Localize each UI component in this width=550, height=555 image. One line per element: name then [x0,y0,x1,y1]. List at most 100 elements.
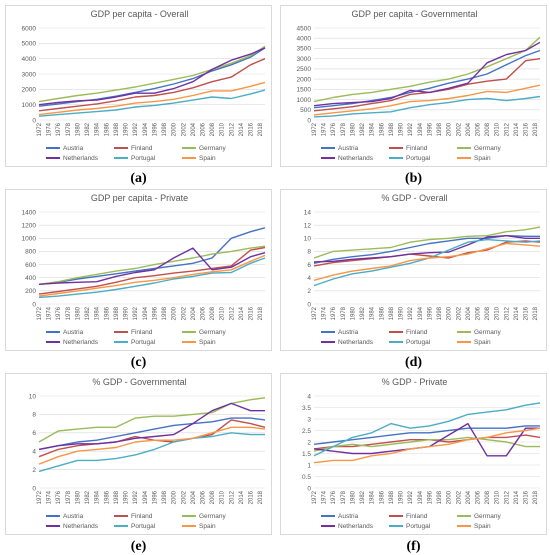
x-tick-label: 2018 [258,122,264,136]
legend-swatch [389,147,403,150]
x-tick-label: 1980 [350,122,356,136]
x-tick-label: 1998 [437,490,443,504]
series-line-austria [38,227,266,285]
y-tick-label: 6000 [22,25,37,32]
y-tick-label: 4000 [22,56,37,63]
y-tick-label: 0 [32,301,36,308]
legend-item-netherlands: Netherlands [46,155,98,162]
x-tick-label: 1990 [124,122,130,136]
y-tick-label: 4500 [297,25,312,32]
legend-label: Portugal [131,523,156,530]
x-tick-label: 2002 [181,122,187,136]
series-line-germany [313,226,541,259]
legend-swatch [182,331,196,334]
x-tick-label: 1996 [427,122,433,136]
y-tick-label: 1 [307,462,311,469]
chart-panel: GDP per capita - Private 0 200 400 600 800 100… [5,189,272,351]
legend-swatch [182,147,196,150]
y-tick-label: 500 [300,107,311,114]
x-tick-label: 1996 [427,306,433,320]
legend-swatch [46,157,60,160]
y-tick-label: 4000 [297,36,312,43]
series-line-netherlands [38,47,266,106]
legend-label: Spain [474,155,491,162]
x-tick-label: 2008 [210,306,216,320]
y-tick-label: 200 [25,288,36,295]
x-tick-label: 2008 [210,122,216,136]
legend-item-germany: Germany [182,513,226,520]
legend-label: Spain [199,155,216,162]
legend-label: Portugal [406,155,431,162]
legend-item-finland: Finland [389,145,427,152]
legend-item-spain: Spain [457,339,491,346]
legend-swatch [321,525,335,528]
x-tick-label: 2010 [220,306,226,320]
x-tick-label: 1998 [437,306,443,320]
series-line-portugal [38,89,266,117]
chart-panel: % GDP - Private 0 0.5 1 1.5 2 2.5 3 3.5 4 1972 1974… [280,373,547,535]
legend-label: Netherlands [63,523,99,530]
y-tick-label: 2000 [22,87,37,94]
y-tick-label: 3000 [297,56,312,63]
x-tick-label: 1972 [37,122,43,136]
chart-panel: GDP per capita - Overall 0 1000 2000 3000 400… [5,5,272,167]
x-tick-label: 1984 [370,306,376,320]
x-tick-label: 2000 [447,490,453,504]
y-tick-label: 6 [307,262,311,269]
x-tick-label: 1992 [408,306,414,320]
y-tick-label: 2 [307,439,311,446]
legend-item-finland: Finland [114,513,152,520]
legend-swatch [457,331,471,334]
legend-item-portugal: Portugal [114,523,155,530]
y-tick-label: 3 [307,416,311,423]
legend-item-spain: Spain [457,155,491,162]
y-tick-label: 2.5 [302,428,311,435]
x-tick-label: 1998 [162,122,168,136]
x-tick-label: 1984 [95,122,101,136]
legend-label: Austria [63,145,84,152]
legend-swatch [389,341,403,344]
x-tick-label: 1978 [66,306,72,320]
x-tick-label: 1980 [350,306,356,320]
legend-label: Germany [199,329,226,336]
series-line-spain [38,254,266,297]
x-tick-label: 1974 [47,122,53,136]
x-tick-label: 1992 [408,490,414,504]
x-tick-label: 2014 [239,490,245,504]
y-tick-label: 0 [32,485,36,492]
panel-caption: (f) [406,539,421,554]
legend-item-portugal: Portugal [389,523,430,530]
y-tick-label: 8 [32,412,36,419]
legend-item-finland: Finland [389,513,427,520]
legend-swatch [114,515,128,518]
legend-item-germany: Germany [182,329,226,336]
x-tick-label: 1980 [75,490,81,504]
series-line-portugal [313,402,541,457]
x-tick-label: 1992 [133,122,139,136]
legend-item-germany: Germany [457,329,501,336]
x-tick-label: 2000 [172,490,178,504]
legend-item-spain: Spain [182,339,216,346]
panel-caption: (c) [130,355,147,370]
x-tick-label: 1986 [379,122,385,136]
x-tick-label: 1972 [312,306,318,320]
chart-title: GDP per capita - Overall [90,9,189,19]
legend-swatch [114,157,128,160]
x-tick-label: 1972 [37,490,43,504]
x-tick-label: 1998 [437,122,443,136]
series-line-portugal [38,432,265,473]
x-tick-label: 2008 [485,490,491,504]
legend-label: Austria [338,513,359,520]
panel-caption: (e) [130,539,147,554]
x-tick-label: 1974 [322,122,328,136]
x-tick-label: 2018 [533,490,539,504]
y-tick-label: 10 [29,393,37,400]
legend-label: Germany [474,513,501,520]
y-tick-label: 10 [304,236,312,243]
series-line-germany [38,245,266,285]
x-tick-label: 1990 [399,122,405,136]
x-tick-label: 2004 [191,306,197,320]
x-tick-label: 1974 [47,306,53,320]
x-tick-label: 1990 [399,306,405,320]
x-tick-label: 1992 [408,122,414,136]
